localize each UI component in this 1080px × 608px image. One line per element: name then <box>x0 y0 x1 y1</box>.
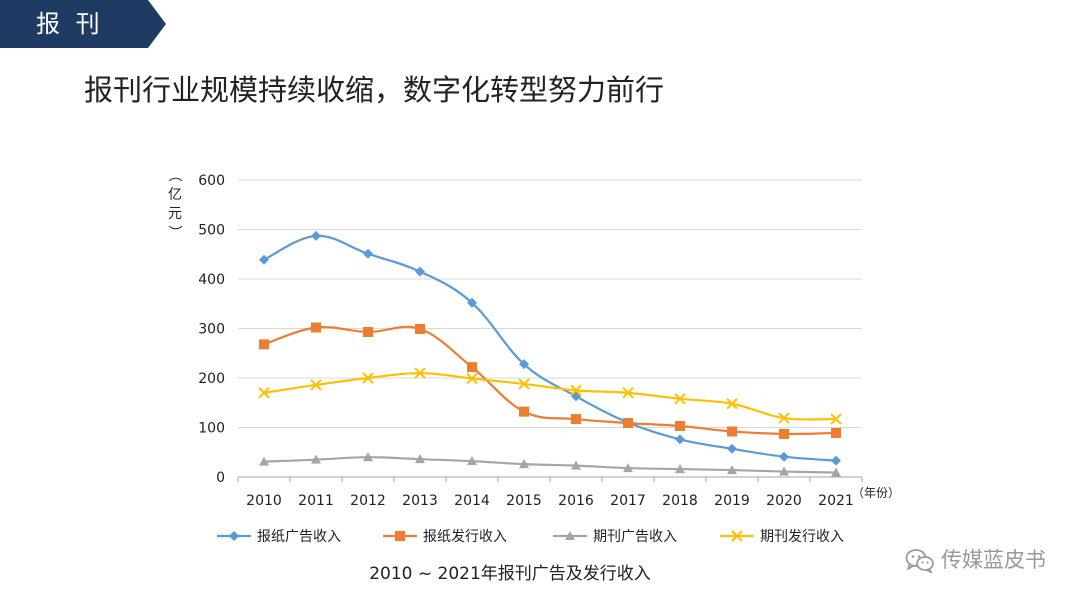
data-point <box>258 387 270 399</box>
data-point <box>467 362 477 373</box>
y-tick-label: 500 <box>198 223 225 239</box>
data-point <box>727 443 737 454</box>
x-tick-label: 2019 <box>714 493 750 509</box>
y-axis-label: 亿 <box>168 187 182 203</box>
data-point <box>779 428 789 439</box>
x-tick-label: 2014 <box>454 493 490 509</box>
data-point <box>571 414 581 425</box>
data-point <box>519 459 529 469</box>
data-point <box>259 339 269 350</box>
data-point <box>415 323 425 334</box>
data-point <box>622 387 634 399</box>
watermark: 传媒蓝皮书 <box>905 545 1046 575</box>
data-point <box>310 379 322 391</box>
data-point <box>311 230 321 241</box>
data-point <box>779 451 789 462</box>
x-tick-label: 2017 <box>610 493 646 509</box>
y-tick-label: 400 <box>198 272 225 288</box>
x-tick-label: 2016 <box>558 493 594 509</box>
watermark-text: 传媒蓝皮书 <box>941 548 1046 572</box>
x-tick-label: 2012 <box>350 493 386 509</box>
data-point <box>311 454 321 464</box>
x-tick-label: 2010 <box>246 493 282 509</box>
data-point <box>571 460 581 470</box>
data-point <box>519 359 529 370</box>
chart-caption: 2010 ~ 2021年报刊广告及发行收入 <box>369 564 651 584</box>
x-tick-label: 2015 <box>506 493 542 509</box>
data-point <box>363 248 373 259</box>
data-point <box>727 426 737 437</box>
data-point <box>467 297 477 308</box>
data-point <box>675 464 685 474</box>
legend-marker <box>395 531 405 541</box>
data-point <box>311 322 321 333</box>
section-tag <box>0 0 166 48</box>
data-point <box>259 254 269 265</box>
data-point <box>831 455 841 466</box>
data-point <box>675 421 685 432</box>
y-tick-label: 0 <box>216 470 225 486</box>
legend-label: 期刊广告收入 <box>593 529 677 545</box>
legend-label: 报纸发行收入 <box>423 529 507 545</box>
data-point <box>831 467 841 477</box>
y-axis-label: 元 <box>168 206 182 222</box>
y-tick-label: 100 <box>198 421 225 437</box>
data-point <box>519 406 529 417</box>
y-tick-label: 200 <box>198 371 225 387</box>
y-tick-label: 600 <box>198 173 225 189</box>
data-point <box>675 434 685 445</box>
data-point <box>830 413 842 425</box>
series-line-1 <box>263 234 837 462</box>
legend-label: 期刊发行收入 <box>760 529 844 545</box>
legend-label: 报纸广告收入 <box>257 529 341 545</box>
data-point <box>363 452 373 462</box>
data-point <box>414 367 426 379</box>
data-point <box>259 456 269 466</box>
data-point <box>415 266 425 277</box>
section-tag-label: 报 刊 <box>36 10 104 38</box>
data-point <box>466 372 478 385</box>
y-tick-label: 300 <box>198 322 225 338</box>
x-tick-label: 2020 <box>766 493 802 509</box>
wechat-icon <box>905 549 934 574</box>
x-tick-label: 2013 <box>402 493 438 509</box>
series-line-3 <box>263 456 837 474</box>
data-point <box>415 454 425 464</box>
data-point <box>674 393 686 405</box>
data-point <box>779 466 789 476</box>
legend-marker <box>731 530 743 542</box>
data-point <box>362 372 374 384</box>
x-tick-label: 2021 <box>818 493 854 509</box>
data-point <box>363 326 373 337</box>
legend-marker <box>229 531 239 541</box>
data-point <box>726 398 738 410</box>
y-axis-label: （ <box>166 168 182 182</box>
x-axis-label: （年份） <box>852 486 900 500</box>
data-point <box>623 463 633 473</box>
data-point <box>518 378 530 390</box>
x-tick-label: 2011 <box>298 493 334 509</box>
page-title: 报刊行业规模持续收缩，数字化转型努力前行 <box>84 73 665 107</box>
data-point <box>467 456 477 466</box>
data-point <box>831 427 841 438</box>
x-tick-label: 2018 <box>662 493 698 509</box>
data-point <box>778 412 790 424</box>
series-line-4 <box>263 371 837 421</box>
data-point <box>727 465 737 475</box>
y-axis-label: ） <box>166 225 182 239</box>
data-point <box>570 384 582 397</box>
data-point <box>623 418 633 429</box>
legend-marker <box>565 531 575 540</box>
